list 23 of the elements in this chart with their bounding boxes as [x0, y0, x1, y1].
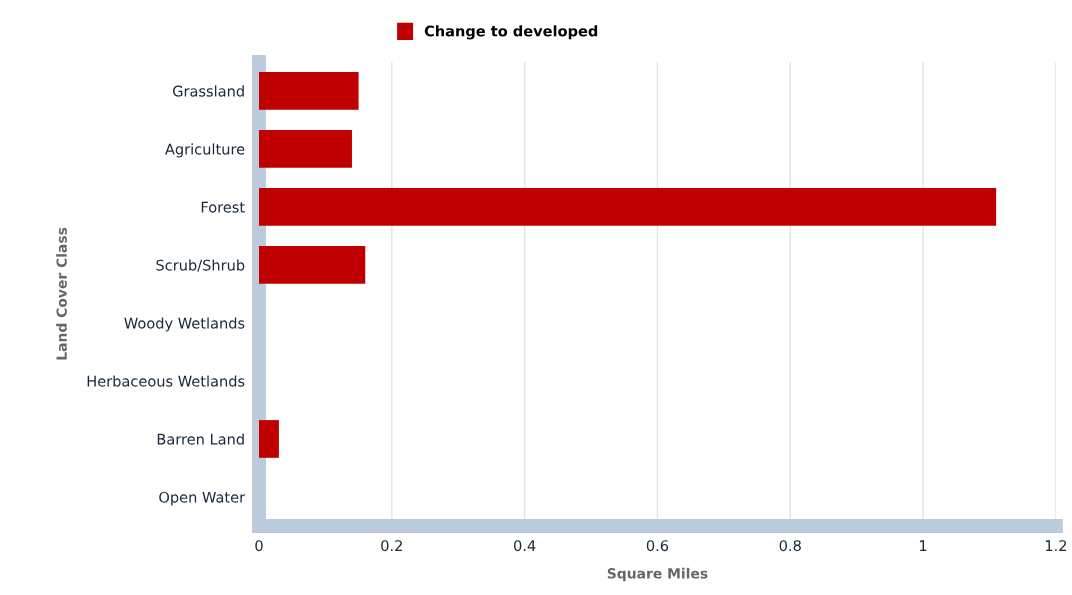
x-axis-title: Square Miles: [607, 567, 708, 582]
y-tick-label: Herbaceous Wetlands: [87, 375, 245, 387]
y-tick-label: Open Water: [159, 491, 246, 506]
y-tick-label: Barren Land: [157, 433, 244, 445]
y-tick-label: Forest: [201, 201, 245, 213]
x-tick-label: 1.2: [1045, 540, 1067, 551]
y-axis-title: Land Cover Class: [56, 227, 67, 360]
bar: [259, 246, 366, 284]
bar: [259, 420, 279, 458]
y-tick-label: Agriculture: [165, 143, 245, 158]
bar: [259, 72, 359, 110]
y-tick-label: Woody Wetlands: [124, 317, 245, 332]
legend-label: Change to developed: [424, 25, 598, 40]
bar: [259, 188, 997, 226]
y-tick-label: Grassland: [173, 85, 244, 97]
x-tick-label: 0.6: [646, 540, 669, 552]
x-tick-label: 0.8: [779, 540, 801, 552]
x-tick-label: 0.2: [381, 540, 402, 552]
bar: [259, 130, 352, 168]
x-tick-label: 1: [920, 540, 927, 551]
x-tick-label: 0: [255, 540, 263, 552]
x-tick-label: 0.4: [514, 540, 536, 552]
y-tick-label: Scrub/Shrub: [156, 259, 245, 272]
